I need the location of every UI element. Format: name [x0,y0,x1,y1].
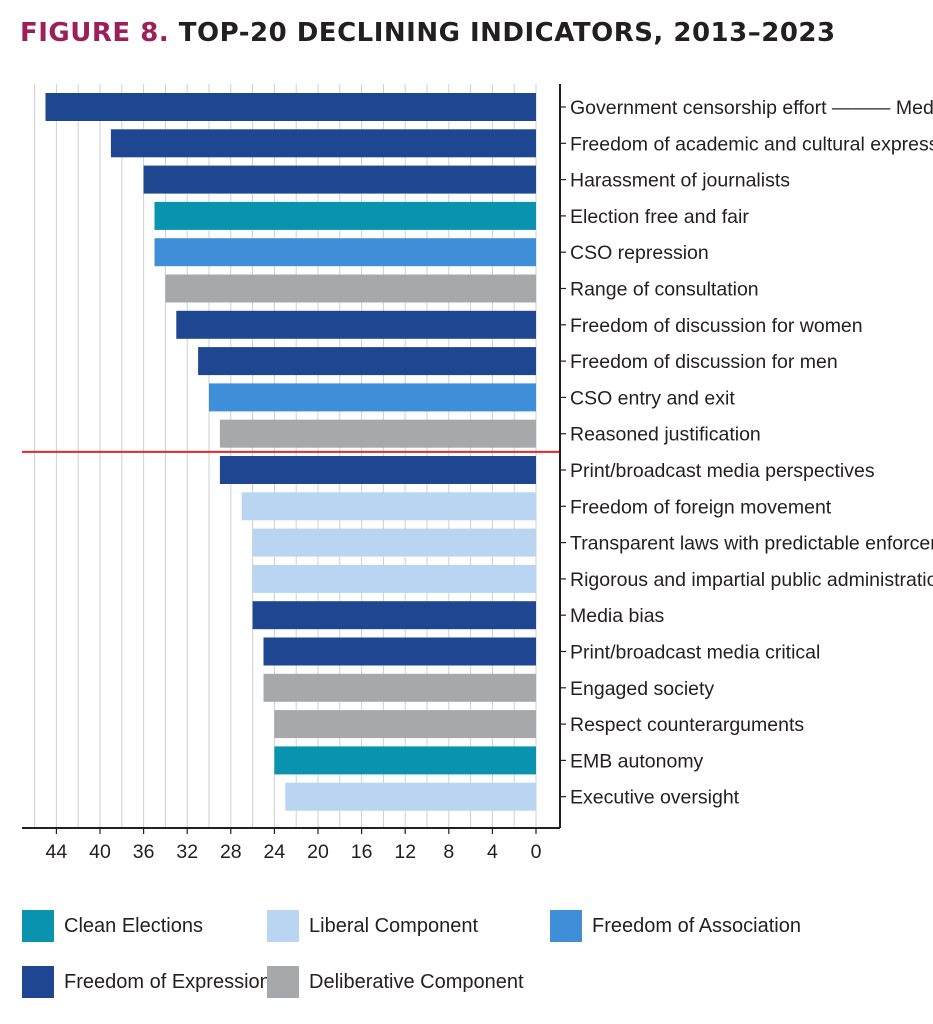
figure-title: TOP-20 DECLINING INDICATORS, 2013–2023 [178,18,836,48]
category-label: Harassment of journalists [570,170,790,192]
bar [45,93,536,121]
legend-item: Deliberative Component [267,966,524,998]
legend-item: Clean Elections [22,910,203,942]
bar [285,782,536,811]
bar [219,419,536,448]
x-tick-label: 24 [264,841,286,863]
bar [252,528,536,557]
category-label: Government censorship effort ——— Media [570,97,933,119]
bar [263,637,536,666]
category-label: Respect counterarguments [570,714,804,736]
bar [219,456,536,484]
bar [241,492,536,521]
figure-number: FIGURE 8. [20,18,170,48]
x-tick-label: 4 [487,841,498,863]
legend-label: Clean Elections [64,914,203,937]
bar [274,710,536,739]
x-tick-label: 16 [351,841,373,863]
category-label: Print/broadcast media critical [570,642,820,664]
x-tick-label: 12 [394,841,416,863]
category-label: Engaged society [570,678,714,700]
category-label: Media bias [570,605,665,627]
legend-label: Deliberative Component [309,970,524,993]
x-tick-label: 36 [133,841,155,863]
chart-title: FIGURE 8. TOP-20 DECLINING INDICATORS, 2… [20,18,836,48]
legend-swatch [22,966,54,998]
bar [274,746,536,775]
legend-swatch [22,910,54,942]
x-tick-label: 0 [531,841,542,863]
bar [110,129,537,158]
category-label: Freedom of discussion for women [570,315,863,337]
bar [165,274,536,303]
category-label: EMB autonomy [570,750,704,772]
legend-label: Freedom of Expression [64,970,271,993]
x-tick-label: 20 [307,841,329,863]
bar [198,347,536,376]
category-label: Election free and fair [570,206,749,228]
legend-swatch [267,966,299,998]
category-label: CSO repression [570,242,709,264]
category-label: Rigorous and impartial public administra… [570,569,933,591]
x-tick-label: 44 [46,841,68,863]
category-label: Reasoned justification [570,424,761,446]
bar [209,383,536,412]
category-label: Freedom of foreign movement [570,496,832,518]
x-tick-label: 32 [176,841,198,863]
legend-item: Freedom of Association [550,910,801,942]
x-tick-label: 40 [89,841,111,863]
legend-item: Freedom of Expression [22,966,271,998]
bar-chart: Government censorship effort ——— Media Fr… [22,84,933,863]
legend-label: Liberal Component [309,914,478,937]
bar [143,165,536,194]
bar [252,564,536,593]
category-label: Freedom of discussion for men [570,351,838,373]
category-label: Range of consultation [570,279,759,301]
category-label: CSO entry and exit [570,387,735,409]
legend-swatch [550,910,582,942]
category-label: Freedom of academic and cultural express… [570,133,933,155]
legend-swatch [267,910,299,942]
bar [252,601,536,630]
x-tick-label: 8 [443,841,454,863]
x-tick-label: 28 [220,841,242,863]
bar [176,310,537,339]
category-label: Print/broadcast media perspectives [570,460,875,482]
legend-label: Freedom of Association [592,914,801,937]
category-label: Transparent laws with predictable enforc… [570,533,933,555]
bar [154,238,536,267]
category-label: Executive oversight [570,787,740,809]
legend-item: Liberal Component [267,910,478,942]
bar [154,201,536,230]
bar [263,673,536,702]
